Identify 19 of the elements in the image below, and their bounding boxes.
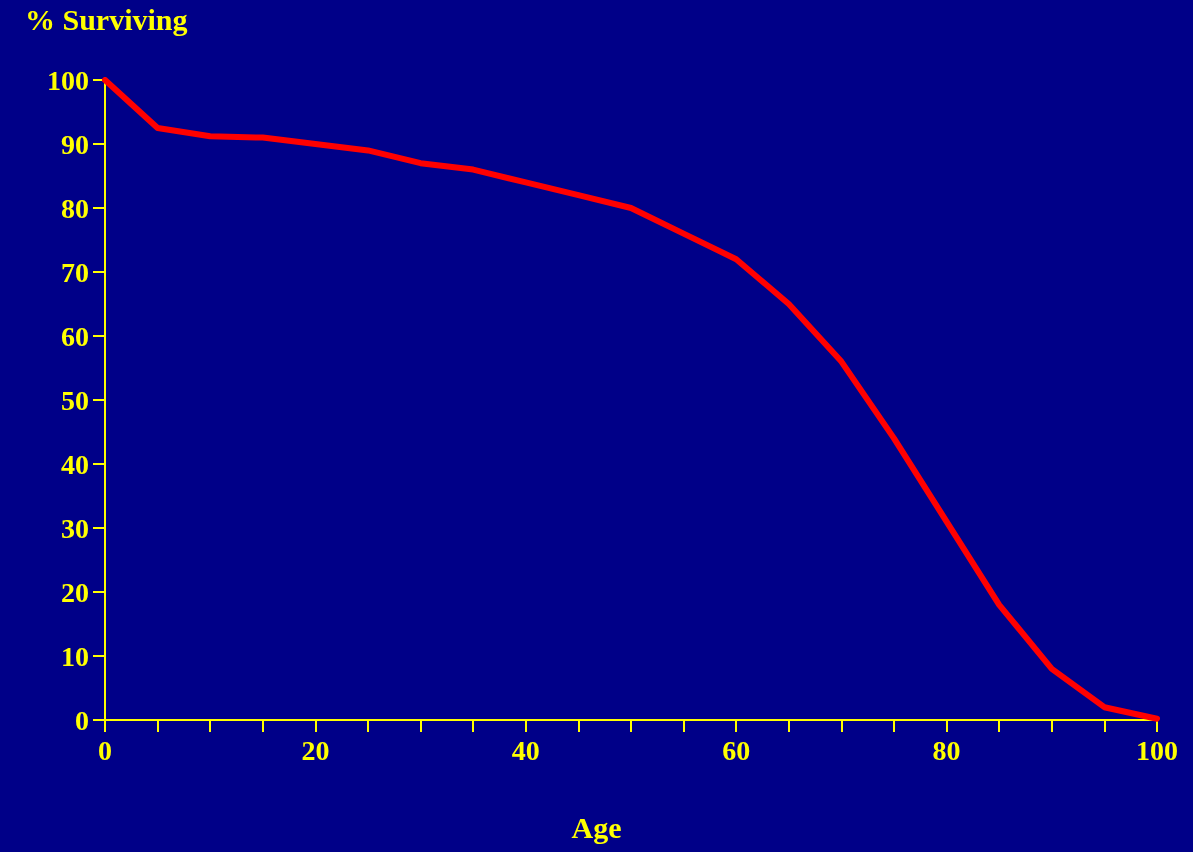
x-tick-label: 0 xyxy=(98,734,112,766)
x-axis-title: Age xyxy=(571,810,622,844)
y-tick-label: 100 xyxy=(47,64,89,96)
y-tick-label: 20 xyxy=(61,576,89,608)
x-tick-label: 80 xyxy=(932,734,961,766)
y-tick-label: 80 xyxy=(61,192,89,224)
y-tick-label: 70 xyxy=(61,256,89,288)
y-tick-label: 10 xyxy=(61,640,89,672)
x-tick-label: 20 xyxy=(301,734,330,766)
chart-title: % Surviving xyxy=(25,2,188,36)
y-tick-label: 0 xyxy=(75,704,89,736)
y-tick-label: 30 xyxy=(61,512,89,544)
x-tick-label: 40 xyxy=(511,734,540,766)
y-tick-label: 40 xyxy=(61,448,89,480)
y-tick-label: 90 xyxy=(61,128,89,160)
y-tick-label: 60 xyxy=(61,320,89,352)
y-tick-label: 50 xyxy=(61,384,89,416)
x-tick-label: 60 xyxy=(722,734,751,766)
x-tick-label: 100 xyxy=(1136,734,1178,766)
